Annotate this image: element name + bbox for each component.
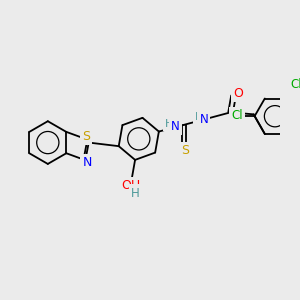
Text: O: O — [233, 87, 243, 100]
Text: Cl: Cl — [231, 109, 243, 122]
Text: Cl: Cl — [290, 78, 300, 91]
Text: H: H — [195, 112, 203, 122]
Text: H: H — [165, 118, 174, 128]
Text: S: S — [181, 144, 189, 157]
Text: N: N — [200, 113, 208, 126]
Text: N: N — [171, 120, 179, 133]
Text: N: N — [82, 157, 92, 169]
Text: H: H — [131, 187, 140, 200]
Text: OH: OH — [121, 179, 141, 192]
Text: S: S — [82, 130, 90, 142]
